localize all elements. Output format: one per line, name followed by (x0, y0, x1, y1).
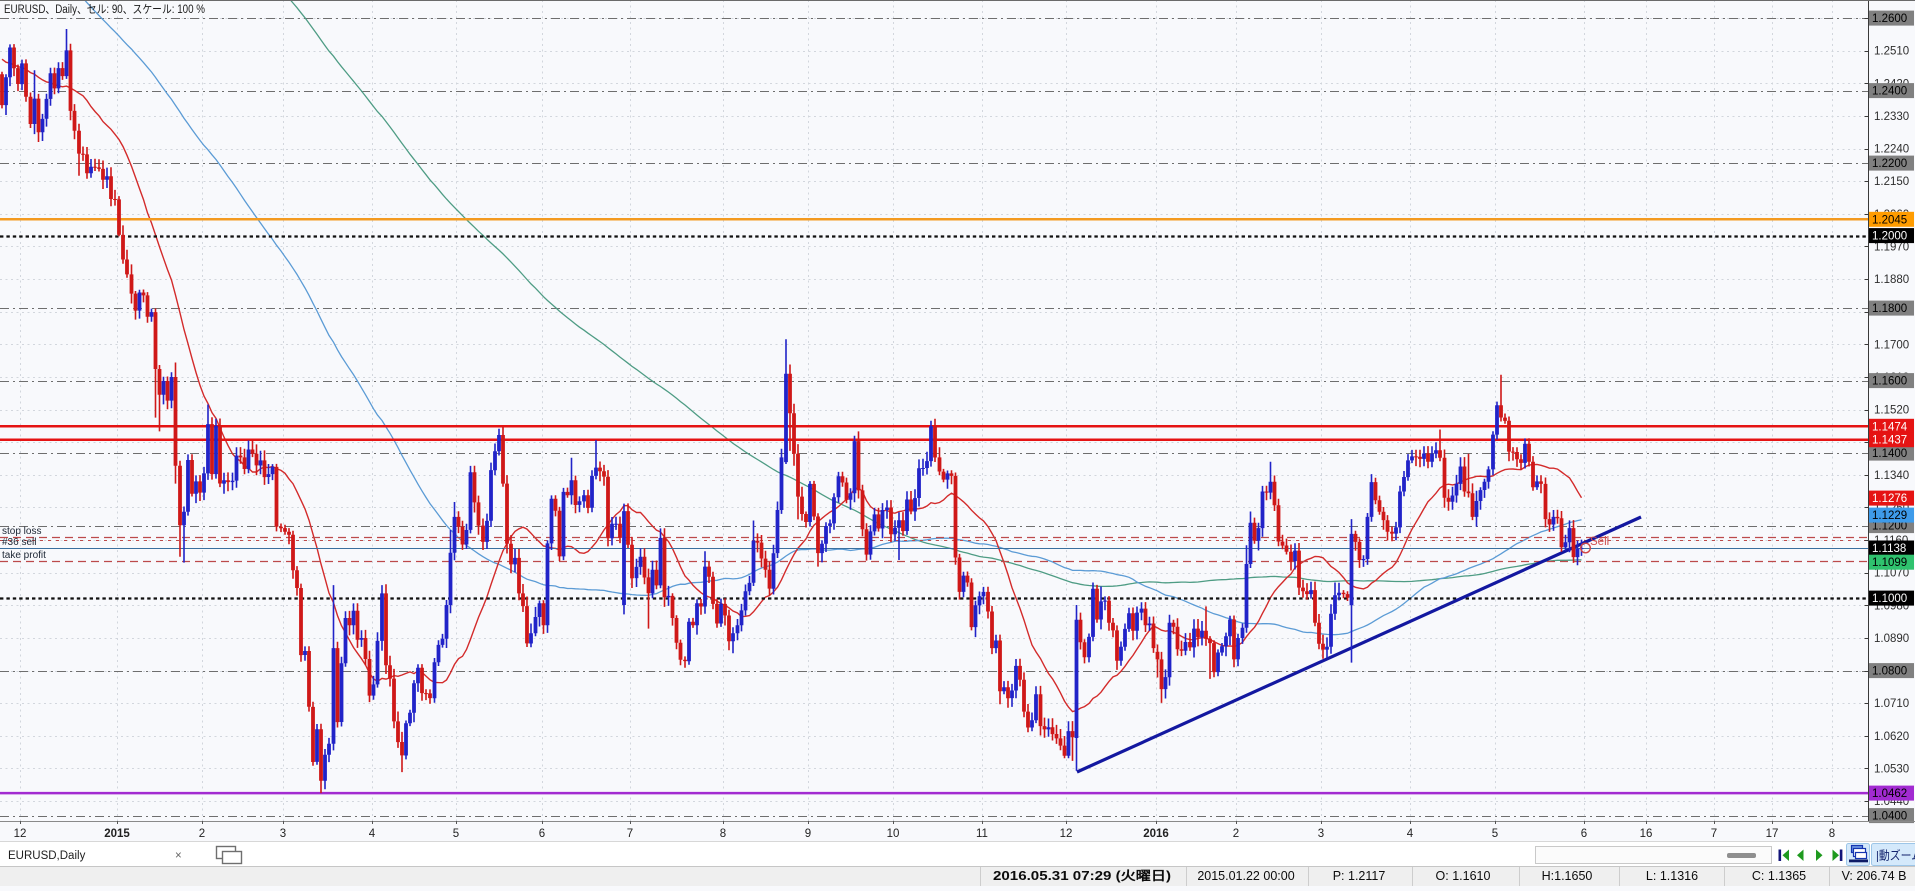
svg-text:1.2510: 1.2510 (1874, 46, 1909, 58)
svg-text:6: 6 (1581, 828, 1587, 840)
svg-text:1.2330: 1.2330 (1874, 111, 1909, 123)
svg-text:1.1600: 1.1600 (1872, 376, 1907, 388)
svg-text:EURUSD,Daily: EURUSD,Daily (8, 850, 86, 862)
svg-text:1.1340: 1.1340 (1874, 470, 1909, 482)
svg-text:12: 12 (14, 828, 27, 840)
svg-text:1.2600: 1.2600 (1872, 13, 1907, 25)
svg-text:4: 4 (369, 828, 376, 840)
svg-text:take profit: take profit (2, 550, 46, 561)
svg-text:1.0400: 1.0400 (1872, 811, 1907, 823)
svg-text:1.1229: 1.1229 (1872, 510, 1907, 522)
svg-text:×: × (175, 850, 182, 862)
svg-text:1.1437: 1.1437 (1872, 435, 1907, 447)
svg-text:3: 3 (1318, 828, 1324, 840)
svg-text:#36 sell: #36 sell (2, 537, 36, 548)
svg-text:2016.05.31 07:29 (火曜日): 2016.05.31 07:29 (火曜日) (993, 869, 1171, 883)
svg-text:L: 1.1316: L: 1.1316 (1646, 869, 1698, 883)
svg-text:1.1800: 1.1800 (1872, 303, 1907, 315)
svg-text:1.1138: 1.1138 (1872, 543, 1906, 555)
svg-text:1.2240: 1.2240 (1874, 144, 1909, 156)
svg-text:1.1880: 1.1880 (1874, 274, 1909, 286)
svg-text:3: 3 (280, 828, 286, 840)
svg-text:7: 7 (627, 828, 633, 840)
svg-text:1.0800: 1.0800 (1872, 666, 1907, 678)
svg-text:1.0620: 1.0620 (1874, 731, 1909, 743)
svg-text:P: 1.2117: P: 1.2117 (1333, 869, 1386, 883)
svg-text:1.0710: 1.0710 (1874, 698, 1909, 710)
svg-text:8: 8 (720, 828, 726, 840)
svg-text:1.1520: 1.1520 (1874, 405, 1909, 417)
svg-text:6: 6 (539, 828, 545, 840)
svg-text:C: 1.1365: C: 1.1365 (1752, 869, 1806, 883)
svg-text:1.1000: 1.1000 (1872, 593, 1907, 605)
svg-text:1.1400: 1.1400 (1872, 448, 1907, 460)
svg-text:O: 1.1610: O: 1.1610 (1436, 869, 1491, 883)
svg-text:4: 4 (1407, 828, 1414, 840)
svg-text:2016: 2016 (1143, 828, 1169, 840)
svg-text:16: 16 (1640, 828, 1653, 840)
svg-text:7: 7 (1711, 828, 1717, 840)
svg-text:H:1.1650: H:1.1650 (1542, 869, 1593, 883)
svg-text:17: 17 (1766, 828, 1779, 840)
svg-text:1.2045: 1.2045 (1872, 214, 1907, 226)
svg-text:1.1474: 1.1474 (1872, 421, 1908, 433)
svg-text:5: 5 (1492, 828, 1498, 840)
svg-text:2015: 2015 (104, 828, 130, 840)
svg-text:1.1276: 1.1276 (1872, 493, 1907, 505)
svg-text:10: 10 (887, 828, 900, 840)
svg-text:1.1700: 1.1700 (1874, 339, 1909, 351)
svg-text:8: 8 (1829, 828, 1835, 840)
svg-text:11: 11 (976, 828, 988, 840)
svg-text:stop loss: stop loss (2, 526, 41, 537)
svg-text:2: 2 (199, 828, 205, 840)
svg-text:12: 12 (1060, 828, 1073, 840)
svg-text:1.0530: 1.0530 (1874, 764, 1909, 776)
svg-text:1.0462: 1.0462 (1872, 788, 1907, 800)
svg-text:1.2150: 1.2150 (1874, 176, 1909, 188)
svg-text:2: 2 (1233, 828, 1239, 840)
svg-text:1.2000: 1.2000 (1872, 231, 1907, 243)
svg-text:1.1099: 1.1099 (1872, 557, 1907, 569)
svg-text:Sell: Sell (1590, 536, 1609, 548)
svg-text:1.1970: 1.1970 (1874, 242, 1909, 254)
svg-text:V: 206.74 B: V: 206.74 B (1842, 869, 1907, 883)
svg-text:9: 9 (805, 828, 811, 840)
svg-text:1.2200: 1.2200 (1872, 158, 1907, 170)
svg-text:2015.01.22 00:00: 2015.01.22 00:00 (1197, 869, 1294, 883)
svg-text:EURUSD、Daily、セル: 90、スケール: 100: EURUSD、Daily、セル: 90、スケール: 100 % (4, 3, 205, 16)
svg-text:5: 5 (453, 828, 459, 840)
svg-text:|動ズーム: |動ズーム (1876, 848, 1915, 863)
svg-text:1.2400: 1.2400 (1872, 86, 1907, 98)
svg-text:1.0890: 1.0890 (1874, 633, 1909, 645)
